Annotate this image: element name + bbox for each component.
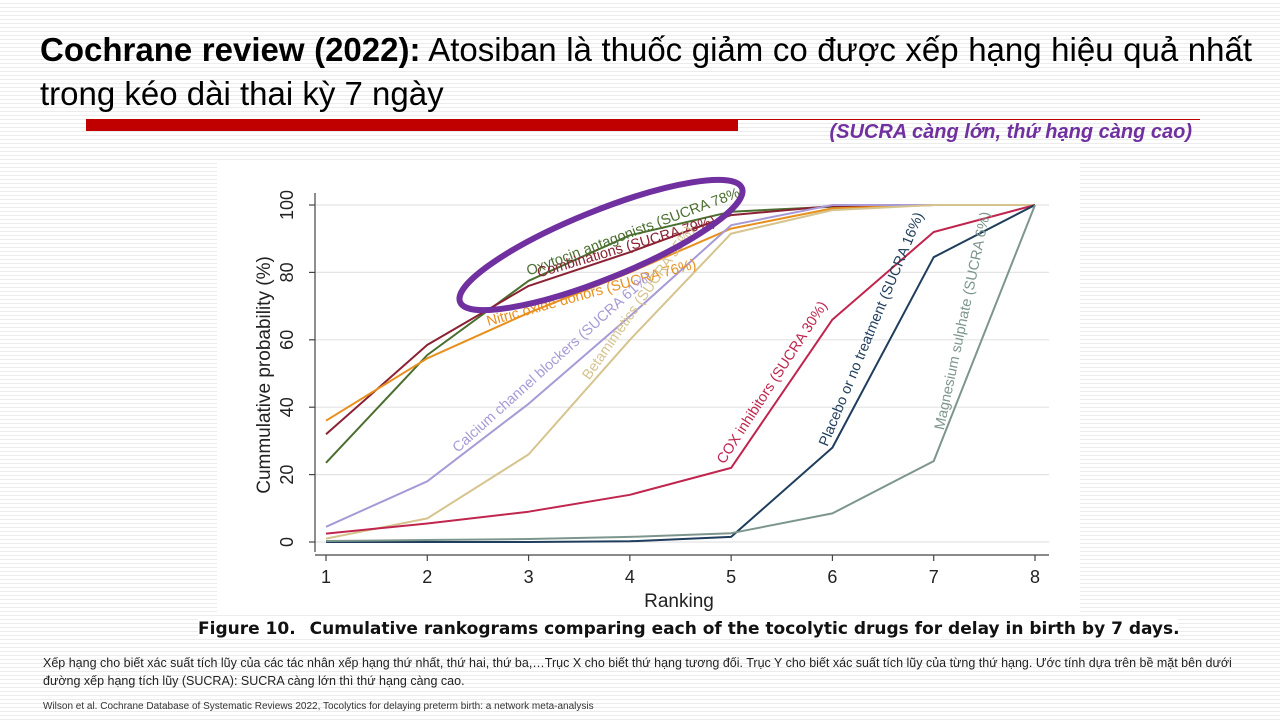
title-red-bar xyxy=(86,119,738,131)
y-tick-labels: 0 20 40 60 80 100 xyxy=(277,190,297,547)
x-tick-label: 7 xyxy=(929,567,939,587)
chart-description: Xếp hạng cho biết xác suất tích lũy của … xyxy=(43,656,1232,688)
x-tick-label: 5 xyxy=(726,567,736,587)
slide-title: Cochrane review (2022): Atosiban là thuố… xyxy=(40,28,1252,116)
slide-title-rest: Atosiban là thuốc giảm co được xếp hạng … xyxy=(40,31,1252,112)
series-label-6: Placebo or no treatment (SUCRA 16%) xyxy=(816,210,927,448)
x-tick-label: 1 xyxy=(321,567,331,587)
series-lines xyxy=(325,204,1036,543)
x-tick-label: 4 xyxy=(625,567,635,587)
axes xyxy=(309,193,1049,561)
x-tick-label: 3 xyxy=(524,567,534,587)
x-tick-label: 2 xyxy=(422,567,432,587)
y-tick-label: 0 xyxy=(277,537,297,547)
rankogram-chart: 0 20 40 60 80 100 1 2 3 4 5 6 7 8 Cummulative probab… xyxy=(254,176,1049,612)
sucra-note: (SUCRA càng lớn, thứ hạng càng cao) xyxy=(829,121,1192,143)
x-axis-title: Ranking xyxy=(644,591,714,612)
series-line-4 xyxy=(325,204,1035,540)
y-tick-label: 20 xyxy=(277,465,297,485)
caption-label: Figure 10. xyxy=(198,619,296,639)
y-axis-title: Cummulative probability (%) xyxy=(254,256,275,494)
y-tick-label: 80 xyxy=(277,262,297,282)
series-line-5 xyxy=(325,204,1036,535)
series-label-5: COX inhibitors (SUCRA 30%) xyxy=(714,299,831,467)
y-tick-label: 100 xyxy=(277,190,297,220)
caption-text: Cumulative rankograms comparing each of … xyxy=(309,619,1180,639)
y-tick-label: 60 xyxy=(277,330,297,350)
source-citation: Wilson et al. Cochrane Database of Syste… xyxy=(43,701,594,712)
x-tick-label: 6 xyxy=(827,567,837,587)
figure-caption: Figure 10. Cumulative rankograms comparin… xyxy=(198,619,1180,639)
series-line-6 xyxy=(326,204,1036,543)
slide-title-bold: Cochrane review (2022): xyxy=(40,31,421,68)
x-tick-labels: 1 2 3 4 5 6 7 8 xyxy=(321,567,1040,587)
series-label-7: Magnesium sulphate (SUCRA 6%) xyxy=(932,210,994,431)
title-thin-line xyxy=(738,119,1200,120)
series-labels: Oxytocin antagonists (SUCRA 78%)Combinat… xyxy=(450,184,994,467)
y-tick-label: 40 xyxy=(277,397,297,417)
rankogram-figure: 0 20 40 60 80 100 1 2 3 4 5 6 7 8 Cummulative probab… xyxy=(217,163,1080,613)
series-line-7 xyxy=(325,204,1036,542)
highlight-ellipse xyxy=(456,176,746,314)
x-tick-label: 8 xyxy=(1030,567,1040,587)
